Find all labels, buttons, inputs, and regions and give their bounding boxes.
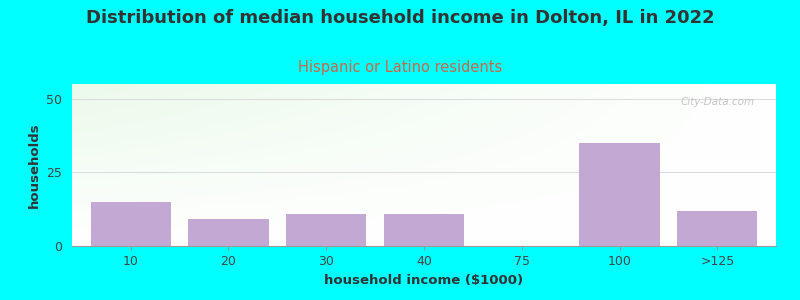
Bar xyxy=(579,143,660,246)
Bar xyxy=(286,214,366,246)
Bar xyxy=(90,202,170,246)
Y-axis label: households: households xyxy=(28,122,41,208)
Bar xyxy=(678,211,758,246)
Text: Hispanic or Latino residents: Hispanic or Latino residents xyxy=(298,60,502,75)
X-axis label: household income ($1000): household income ($1000) xyxy=(325,274,523,286)
Text: City-Data.com: City-Data.com xyxy=(681,97,755,107)
Bar xyxy=(384,214,464,246)
Bar xyxy=(188,220,269,246)
Text: Distribution of median household income in Dolton, IL in 2022: Distribution of median household income … xyxy=(86,9,714,27)
